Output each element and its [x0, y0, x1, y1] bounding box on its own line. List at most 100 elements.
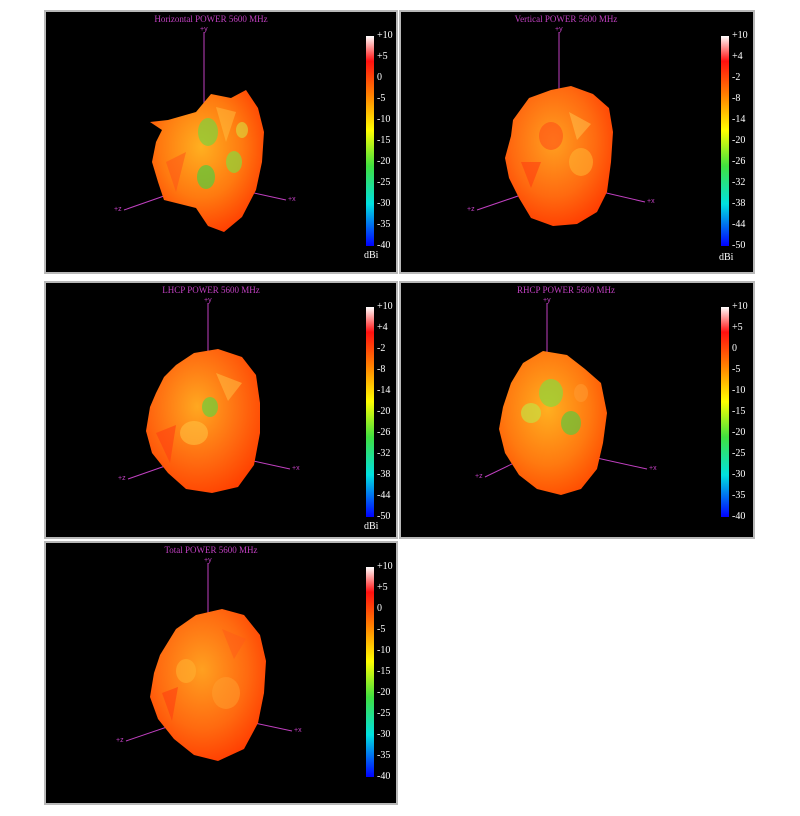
color-scale-ticks: +10 +5 0 -5 -10 -15 -20 -25 -30 -35 -40 [377, 30, 396, 251]
color-scale-ticks: +10 +4 -2 -8 -14 -20 -26 -32 -38 -44 -50 [732, 30, 753, 251]
radiation-pattern [146, 349, 260, 493]
scale-tick-label: -20 [377, 156, 391, 167]
y-axis-label: +y [204, 557, 212, 564]
scale-tick-label: -20 [732, 427, 746, 438]
scale-tick-label: -10 [377, 114, 391, 125]
radiation-pattern [150, 90, 264, 232]
scale-tick-label: -32 [732, 177, 746, 188]
y-axis-label: +y [204, 297, 212, 304]
scale-unit: dBi [364, 521, 379, 532]
scale-tick-label: -15 [732, 406, 746, 417]
scale-tick-label: +4 [377, 322, 388, 333]
scale-tick-label: -26 [732, 156, 746, 167]
y-axis-label: +y [200, 26, 208, 33]
scale-tick-label: -20 [732, 135, 746, 146]
scale-tick-label: +10 [377, 301, 393, 312]
scale-tick-label: -25 [377, 177, 391, 188]
scale-tick-label: +10 [732, 30, 748, 41]
color-scale-bar [721, 36, 729, 246]
color-scale-bar [366, 567, 374, 777]
scale-tick-label: -15 [377, 666, 391, 677]
panel-title: Horizontal POWER 5600 MHz [154, 14, 268, 24]
color-scale-ticks: +10 +4 -2 -8 -14 -20 -26 -32 -38 -44 -50 [377, 301, 396, 522]
scale-tick-label: -40 [377, 240, 391, 251]
scale-tick-label: -26 [377, 427, 391, 438]
horizontal-power-panel: Horizontal POWER 5600 MHz +y +x +z +10 +5… [44, 10, 398, 274]
scale-tick-label: -30 [377, 198, 391, 209]
scale-tick-label: -35 [732, 490, 746, 501]
y-axis-label: +y [543, 297, 551, 304]
scale-tick-label: +10 [732, 301, 748, 312]
scale-tick-label: -8 [732, 93, 741, 104]
scale-unit: dBi [719, 252, 734, 263]
scale-tick-label: -10 [377, 645, 391, 656]
scale-tick-label: -14 [732, 114, 746, 125]
color-scale-ticks: +10 +5 0 -5 -10 -15 -20 -25 -30 -35 -40 [377, 561, 396, 782]
x-axis-label: +x [647, 198, 655, 205]
scale-tick-label: -25 [732, 448, 746, 459]
scale-tick-label: +5 [732, 322, 743, 333]
scale-tick-label: 0 [732, 343, 737, 354]
panel-title: LHCP POWER 5600 MHz [162, 285, 260, 295]
scale-tick-label: +5 [377, 51, 388, 62]
x-axis-label: +x [292, 465, 300, 472]
scale-tick-label: -40 [732, 511, 746, 522]
scale-tick-label: -2 [377, 343, 386, 354]
lhcp-power-panel: LHCP POWER 5600 MHz +y +x +z +10 +4 -2 -8 -1… [44, 281, 398, 539]
color-scale-ticks: +10 +5 0 -5 -10 -15 -20 -25 -30 -35 -40 [732, 301, 753, 522]
scale-tick-label: +10 [377, 561, 393, 572]
scale-tick-label: -8 [377, 364, 386, 375]
scale-tick-label: -38 [732, 198, 746, 209]
color-scale-bar [366, 36, 374, 246]
lhcp-pattern-plot [127, 303, 291, 493]
scale-tick-label: -44 [377, 490, 391, 501]
x-axis-label: +x [649, 465, 657, 472]
scale-tick-label: -30 [732, 469, 746, 480]
scale-tick-label: -32 [377, 448, 391, 459]
scale-tick-label: -35 [377, 219, 391, 230]
color-scale-bar [366, 307, 374, 517]
scale-tick-label: -20 [377, 687, 391, 698]
panel-title: RHCP POWER 5600 MHz [517, 285, 615, 295]
scale-tick-label: -38 [377, 469, 391, 480]
scale-tick-label: -15 [377, 135, 391, 146]
scale-tick-label: -40 [377, 771, 391, 782]
scale-tick-label: -50 [377, 511, 391, 522]
scale-unit: dBi [364, 250, 379, 261]
scale-tick-label: -35 [377, 750, 391, 761]
scale-tick-label: 0 [377, 603, 382, 614]
radiation-pattern [505, 86, 613, 226]
total-power-panel: Total POWER 5600 MHz +y +x +z +10 +5 0 -5 -1… [44, 541, 398, 805]
scale-tick-label: +4 [732, 51, 743, 62]
scale-tick-label: -2 [732, 72, 741, 83]
horizontal-pattern-plot [123, 32, 287, 232]
scale-tick-label: -25 [377, 708, 391, 719]
scale-tick-label: -10 [732, 385, 746, 396]
scale-tick-label: -50 [732, 240, 746, 251]
z-axis-label: +z [118, 475, 126, 482]
scale-tick-label: -5 [732, 364, 741, 375]
x-axis-label: +x [294, 727, 302, 734]
panel-title: Vertical POWER 5600 MHz [514, 14, 618, 24]
scale-tick-label: +10 [377, 30, 393, 41]
z-axis-label: +z [475, 473, 483, 480]
scale-tick-label: -5 [377, 624, 386, 635]
z-axis-label: +z [467, 206, 475, 213]
scale-tick-label: -44 [732, 219, 746, 230]
x-axis-label: +x [288, 196, 296, 203]
scale-tick-label: -30 [377, 729, 391, 740]
scale-tick-label: -20 [377, 406, 391, 417]
z-axis-label: +z [116, 737, 124, 744]
z-axis-label: +z [114, 206, 122, 213]
vertical-pattern-plot [476, 32, 646, 226]
color-scale-bar [721, 307, 729, 517]
total-pattern-plot [125, 563, 293, 761]
radiation-pattern [150, 609, 266, 761]
scale-tick-label: -5 [377, 93, 386, 104]
rhcp-power-panel: RHCP POWER 5600 MHz +y +x +z +10 +5 0 -5 -10… [399, 281, 755, 539]
radiation-pattern [499, 351, 607, 495]
scale-tick-label: +5 [377, 582, 388, 593]
y-axis-label: +y [555, 26, 563, 33]
vertical-power-panel: Vertical POWER 5600 MHz +y +x +z +10 +4 -2… [399, 10, 755, 274]
scale-tick-label: 0 [377, 72, 382, 83]
